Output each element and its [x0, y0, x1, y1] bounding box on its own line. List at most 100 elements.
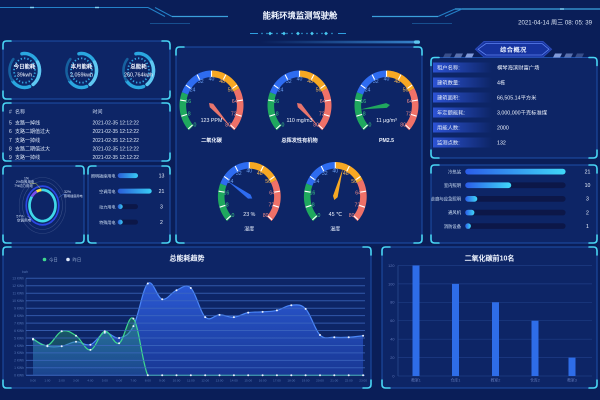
svg-text:9:00: 9:00	[159, 379, 165, 383]
svg-text:19:00: 19:00	[302, 379, 310, 383]
svg-text:0: 0	[392, 374, 394, 378]
svg-text:8: 8	[312, 202, 315, 208]
svg-text:教室3: 教室3	[567, 378, 577, 383]
svg-text:11 μg/m³: 11 μg/m³	[376, 118, 397, 124]
svg-text:24: 24	[278, 87, 284, 93]
svg-text:20: 20	[390, 356, 394, 360]
svg-text:6 KWh: 6 KWh	[14, 329, 24, 333]
svg-text:32: 32	[286, 79, 292, 85]
svg-text:支路一掉线: 支路一掉线	[15, 120, 40, 127]
svg-text:本月能耗: 本月能耗	[71, 62, 93, 70]
svg-text:72: 72	[231, 112, 237, 118]
svg-text:租户名称:: 租户名称:	[437, 64, 460, 72]
svg-text:2%特殊用电: 2%特殊用电	[16, 179, 35, 184]
svg-text:64: 64	[407, 99, 413, 105]
svg-text:特殊用电: 特殊用电	[99, 219, 115, 225]
svg-text:消防设备: 消防设备	[444, 223, 462, 230]
svg-text:24: 24	[365, 87, 371, 93]
svg-text:11 KWh: 11 KWh	[13, 292, 25, 296]
svg-text:2:00: 2:00	[59, 379, 65, 383]
svg-text:7: 7	[9, 138, 12, 144]
svg-text:二氧化碳: 二氧化碳	[201, 136, 223, 144]
svg-text:80: 80	[313, 122, 319, 128]
svg-text:1:00: 1:00	[44, 379, 50, 383]
svg-text:48: 48	[343, 171, 349, 177]
svg-text:8 KWh: 8 KWh	[14, 314, 24, 318]
svg-text:72: 72	[319, 112, 325, 118]
svg-text:7%动力用电: 7%动力用电	[14, 183, 33, 188]
svg-text:23:00: 23:00	[359, 379, 367, 383]
svg-text:横琴海滨财富广场: 横琴海滨财富广场	[497, 64, 539, 72]
svg-text:用能人数:: 用能人数:	[437, 124, 460, 132]
svg-text:照明插座用电: 照明插座用电	[64, 193, 83, 198]
svg-text:走廊与应急照明: 走廊与应急照明	[431, 196, 461, 203]
svg-text:2021-02-35 12:12:22: 2021-02-35 12:12:22	[93, 155, 140, 161]
svg-text:2: 2	[160, 220, 163, 226]
svg-text:12 KWh: 12 KWh	[12, 284, 24, 288]
svg-text:2021-02-35 12:12:22: 2021-02-35 12:12:22	[93, 129, 140, 135]
svg-text:32: 32	[236, 171, 242, 177]
svg-text:56: 56	[316, 87, 322, 93]
svg-text:建筑面积:: 建筑面积:	[437, 94, 460, 102]
svg-text:3: 3	[586, 197, 589, 203]
svg-text:100: 100	[388, 282, 394, 286]
svg-text:120: 120	[388, 264, 394, 268]
svg-text:64: 64	[269, 190, 275, 196]
svg-text:综合概况: 综合概况	[500, 46, 527, 54]
svg-text:80: 80	[400, 122, 406, 128]
svg-text:80: 80	[390, 301, 394, 305]
svg-text:4栋: 4栋	[497, 79, 506, 87]
svg-text:24: 24	[190, 87, 196, 93]
svg-text:21: 21	[159, 189, 165, 195]
svg-text:260,764kwh: 260,764kwh	[124, 72, 153, 78]
svg-text:32: 32	[198, 79, 204, 85]
svg-text:总能耗: 总能耗	[130, 62, 147, 70]
svg-text:24: 24	[314, 179, 320, 185]
svg-text:17:00: 17:00	[273, 379, 281, 383]
svg-text:8: 8	[226, 202, 229, 208]
svg-text:支路一掉线: 支路一掉线	[15, 137, 40, 144]
svg-text:13: 13	[159, 173, 165, 179]
svg-text:2021-02-35 12:12:22: 2021-02-35 12:12:22	[93, 121, 140, 127]
svg-text:7 KWh: 7 KWh	[14, 321, 24, 325]
svg-text:48: 48	[257, 171, 263, 177]
svg-text:8: 8	[188, 112, 191, 118]
svg-text:0 KWh: 0 KWh	[14, 374, 24, 378]
svg-text:16:00: 16:00	[259, 379, 267, 383]
svg-text:132: 132	[497, 141, 506, 147]
svg-text:1%: 1%	[24, 177, 29, 181]
svg-text:8: 8	[9, 146, 12, 152]
svg-text:4 KWh: 4 KWh	[14, 344, 24, 348]
svg-text:3:00: 3:00	[73, 379, 79, 383]
svg-text:56: 56	[265, 179, 271, 185]
svg-text:40: 40	[297, 76, 303, 82]
svg-text:22:00: 22:00	[345, 379, 353, 383]
svg-text:能耗环境监测驾驶舱: 能耗环境监测驾驶舱	[263, 11, 338, 21]
svg-text:9 KWh: 9 KWh	[14, 307, 24, 311]
svg-text:教室2: 教室2	[491, 378, 501, 383]
svg-text:15:00: 15:00	[244, 379, 252, 383]
svg-text:9: 9	[9, 155, 12, 161]
svg-text:123 PPM: 123 PPM	[201, 118, 223, 124]
svg-text:二氧化碳前10名: 二氧化碳前10名	[465, 254, 515, 263]
svg-text:名称: 名称	[15, 109, 25, 116]
svg-text:57%: 57%	[16, 215, 24, 219]
svg-text:21:00: 21:00	[330, 379, 338, 383]
svg-text:14:00: 14:00	[230, 379, 238, 383]
svg-text:66,505.14平方米: 66,505.14平方米	[497, 94, 537, 102]
svg-text:6:00: 6:00	[116, 379, 122, 383]
svg-text:32%: 32%	[64, 190, 71, 194]
svg-text:16: 16	[310, 190, 316, 196]
svg-text:kwh: kwh	[22, 270, 28, 274]
svg-text:45 ℃: 45 ℃	[329, 212, 342, 218]
svg-text:总挥发性有机物: 总挥发性有机物	[281, 136, 318, 144]
svg-text:仓库1: 仓库1	[451, 378, 461, 383]
svg-text:32: 32	[322, 171, 328, 177]
svg-text:2021-02-35 12:12:22: 2021-02-35 12:12:22	[93, 146, 140, 152]
svg-text:总能耗趋势: 总能耗趋势	[170, 254, 205, 263]
svg-text:64: 64	[232, 99, 238, 105]
svg-text:3 KWh: 3 KWh	[14, 351, 24, 355]
svg-text:40: 40	[384, 76, 390, 82]
svg-text:21: 21	[585, 170, 591, 176]
svg-text:56: 56	[403, 87, 409, 93]
